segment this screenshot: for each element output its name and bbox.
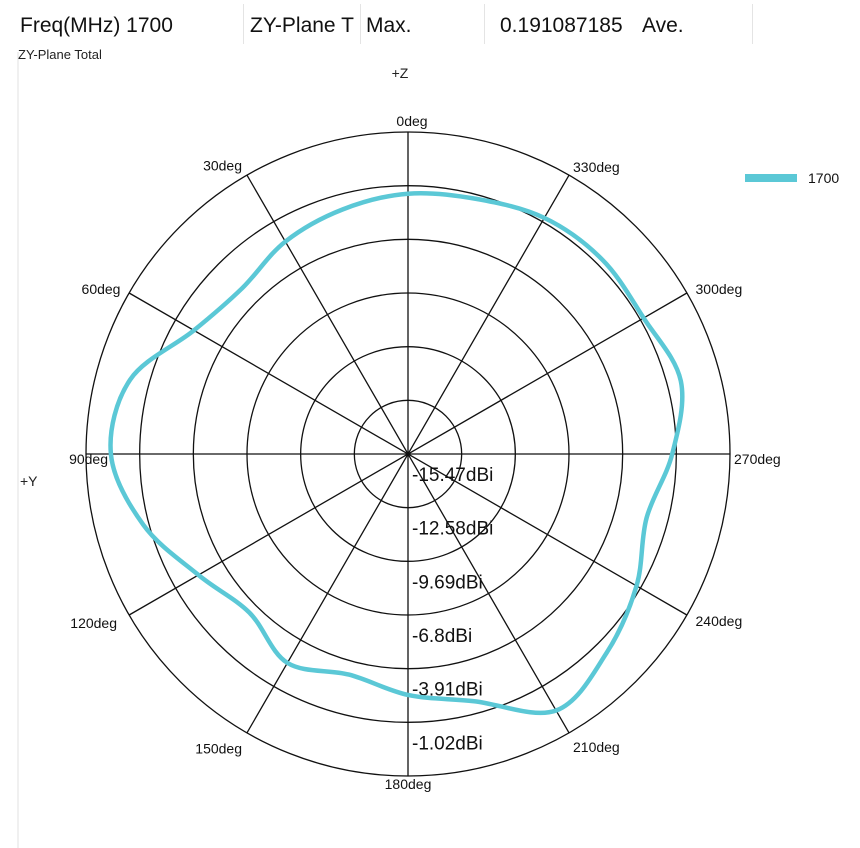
legend-label: 1700 [808,170,839,186]
angle-label: 90deg [69,451,108,467]
frequency-label: Freq(MHz) 1700 [20,14,173,37]
column-divider [243,4,244,44]
average-label: Ave. [642,14,684,37]
info-header: Freq(MHz) 1700 ZY-Plane T Max. 0.1910871… [0,0,860,44]
angle-label: 210deg [573,739,620,755]
column-divider [752,4,753,44]
column-divider [360,4,361,44]
ring-label: -9.69dBi [412,572,483,593]
angle-label: 30deg [203,157,242,173]
chart-title: ZY-Plane Total [18,47,102,62]
ring-label: -15.47dBi [412,465,493,486]
ring-label: -12.58dBi [412,519,493,540]
ring-label: -6.8dBi [412,626,472,647]
series-line-1700 [108,190,685,716]
angle-label: 0deg [396,113,427,129]
angle-label: 270deg [734,451,781,467]
ring-label: -1.02dBi [412,733,483,754]
ring-label: -3.91dBi [412,680,483,701]
angle-label: 150deg [195,741,242,757]
top-axis-label: +Z [392,65,409,81]
max-label: Max. [366,14,412,37]
angle-label: 330deg [573,159,620,175]
plane-label: ZY-Plane T [250,14,354,37]
grid-spoke [246,174,570,734]
max-value: 0.191087185 [500,14,623,37]
left-axis-label: +Y [20,473,38,489]
angle-label: 120deg [70,615,117,631]
angle-label: 60deg [82,281,121,297]
column-divider [484,4,485,44]
angle-label: 300deg [696,281,743,297]
angle-label: 240deg [696,613,743,629]
angle-label: 180deg [385,776,432,792]
